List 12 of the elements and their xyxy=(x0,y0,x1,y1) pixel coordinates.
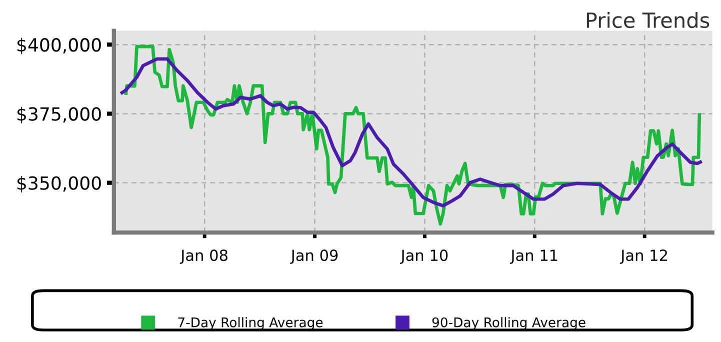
x-tick-label: Jan 08 xyxy=(180,249,228,264)
legend-label: 7-Day Rolling Average xyxy=(178,317,323,330)
chart-title: Price Trends xyxy=(586,12,710,28)
y-tick-label: $375,000 xyxy=(17,106,101,124)
x-tick-label: Jan 11 xyxy=(510,250,558,264)
x-tick-label: Jan 10 xyxy=(400,249,448,264)
y-tick-label: $400,000 xyxy=(17,38,101,54)
x-tick-label: Jan 12 xyxy=(620,249,667,264)
line-series xyxy=(120,57,702,208)
legend-label: 90-Day Rolling Average xyxy=(432,317,586,330)
y-tick-label: $350,000 xyxy=(17,176,101,192)
x-tick-label: Jan 09 xyxy=(290,249,338,264)
